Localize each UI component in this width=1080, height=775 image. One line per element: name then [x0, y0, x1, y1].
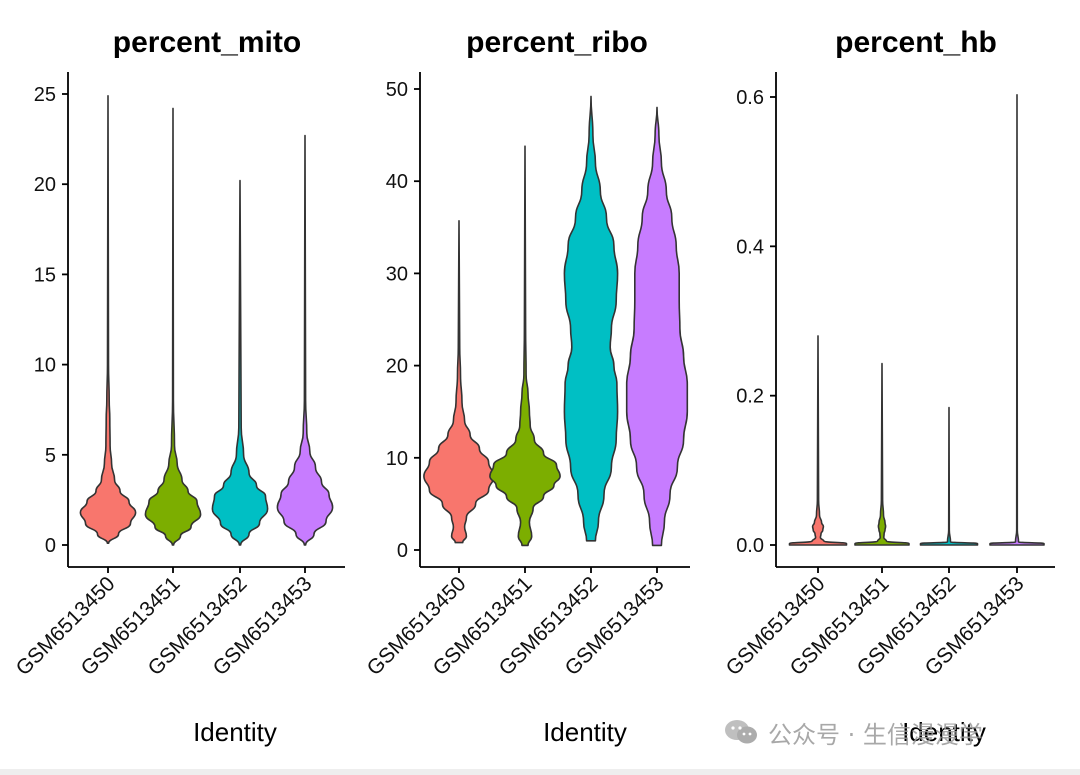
wechat-icon — [725, 720, 757, 744]
violin-GSM6513451 — [854, 362, 910, 546]
y-tick-label: 25 — [34, 84, 56, 106]
violin-GSM6513450 — [423, 220, 495, 544]
chart-title: percent_ribo — [466, 26, 648, 59]
y-tick-label: 10 — [386, 448, 408, 470]
x-axis-title: Identity — [902, 717, 986, 747]
watermark: 公众号 · 生信漫漫学 — [724, 714, 983, 750]
panel-percent_hb: percent_hb0.00.20.40.6GSM6513450GSM65134… — [722, 26, 1055, 747]
watermark-text: 公众号 · 生信漫漫学 — [768, 720, 983, 749]
violin-GSM6513452 — [563, 95, 619, 542]
violin-GSM6513453 — [276, 134, 334, 546]
violin-GSM6513453 — [989, 93, 1045, 546]
violin-GSM6513452 — [919, 406, 979, 546]
violin-GSM6513453 — [625, 106, 689, 547]
y-tick-label: 40 — [386, 171, 408, 193]
violin-GSM6513450 — [788, 335, 848, 546]
y-tick-label: 0.4 — [736, 236, 764, 258]
y-tick-label: 0.6 — [736, 87, 764, 109]
x-axis-title: Identity — [193, 717, 277, 747]
y-tick-label: 50 — [386, 79, 408, 101]
y-tick-label: 30 — [386, 263, 408, 285]
y-tick-label: 5 — [45, 445, 56, 467]
violin-GSM6513450 — [79, 94, 137, 544]
y-tick-label: 0 — [397, 540, 408, 562]
panel-percent_ribo: percent_ribo01020304050GSM6513450GSM6513… — [363, 26, 690, 747]
y-tick-label: 0.0 — [736, 535, 764, 557]
y-tick-label: 20 — [34, 174, 56, 196]
violin-GSM6513451 — [144, 107, 202, 546]
violin-GSM6513451 — [489, 145, 561, 547]
y-tick-label: 20 — [386, 356, 408, 378]
y-tick-label: 0 — [45, 535, 56, 557]
panel-percent_mito: percent_mito0510152025GSM6513450GSM65134… — [12, 26, 345, 747]
chart-title: percent_mito — [113, 26, 301, 59]
violin-GSM6513452 — [211, 179, 269, 546]
y-tick-label: 15 — [34, 264, 56, 286]
chart-title: percent_hb — [835, 26, 997, 59]
y-tick-label: 10 — [34, 355, 56, 377]
y-tick-label: 0.2 — [736, 386, 764, 408]
bottom-rule — [0, 769, 1080, 775]
x-axis-title: Identity — [543, 717, 627, 747]
